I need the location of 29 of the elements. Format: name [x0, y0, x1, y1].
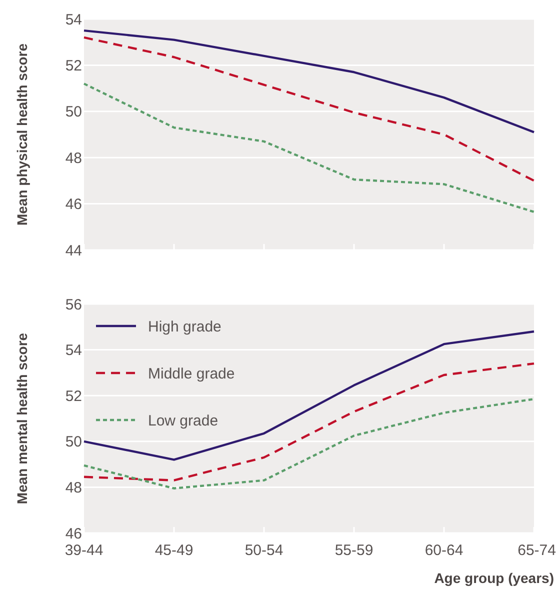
y-tick-label: 54: [65, 342, 82, 360]
legend-label: Middle grade: [148, 365, 235, 382]
y-tick-label: 50: [65, 434, 82, 451]
line-series: [82, 29, 536, 134]
y-tick-label: 52: [65, 388, 82, 405]
y-axis-title: Mean mental health score: [14, 332, 30, 504]
y-tick-label: 50: [65, 104, 82, 121]
x-tick-label: 55-59: [334, 542, 374, 559]
y-tick-label: 54: [65, 11, 82, 28]
line-series: [82, 82, 536, 213]
line-series: [82, 362, 536, 482]
x-tick-label: 50-54: [244, 542, 284, 559]
line-series: [82, 36, 536, 182]
x-tick-label: 60-64: [424, 542, 464, 559]
line-series: [82, 398, 536, 490]
y-axis-title: Mean physical health score: [14, 43, 30, 226]
y-tick-label: 44: [65, 242, 82, 260]
x-tick-label: 45-49: [154, 542, 194, 559]
x-axis-title: Age group (years): [434, 570, 554, 586]
y-tick-label: 46: [65, 525, 82, 542]
y-tick-label: 56: [65, 296, 82, 314]
y-tick-label: 46: [65, 196, 82, 214]
legend-label: High grade: [148, 318, 222, 336]
x-tick-label: 65-74: [518, 542, 556, 559]
legend-label: Low grade: [148, 412, 218, 430]
y-tick-label: 48: [65, 150, 82, 167]
x-tick-label: 39-44: [64, 542, 104, 559]
y-tick-label: 48: [65, 479, 82, 496]
y-tick-label: 52: [65, 57, 82, 74]
